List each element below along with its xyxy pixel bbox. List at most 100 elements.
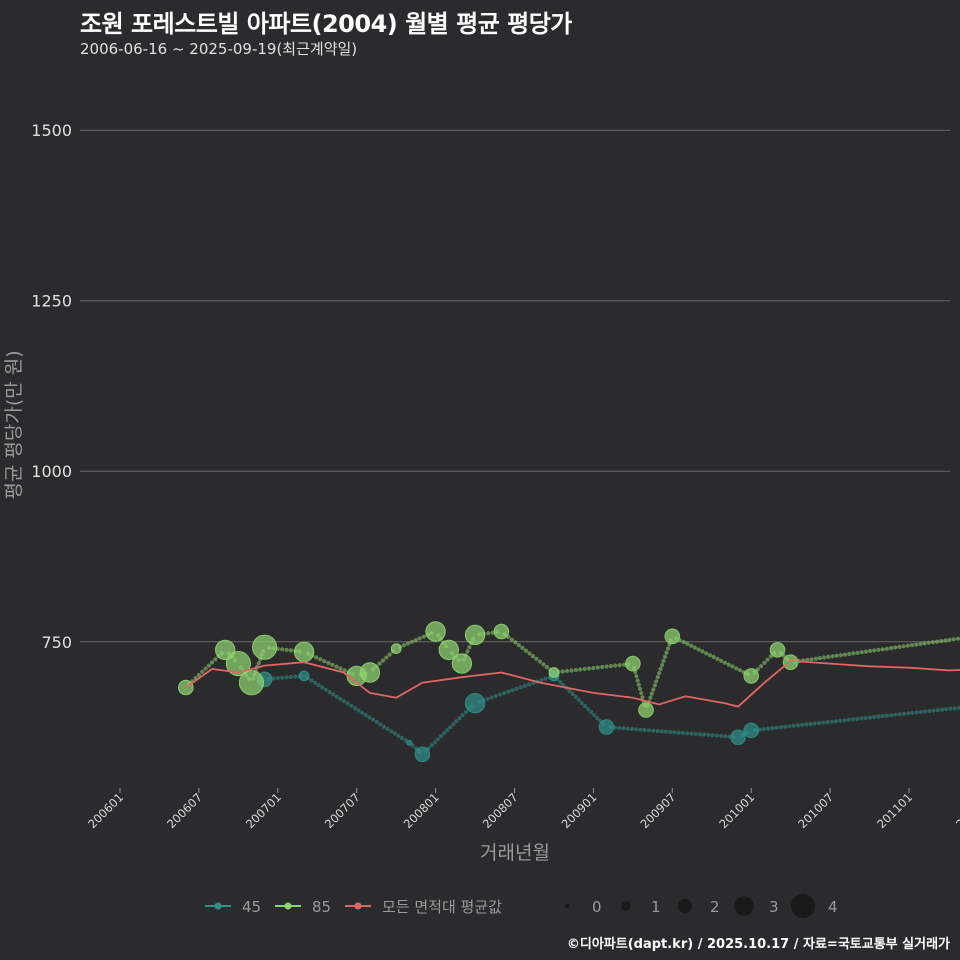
series-45-trail-dot — [352, 706, 357, 711]
series-45-trail-dot — [378, 722, 383, 727]
x-tick-label: 200901 — [559, 790, 600, 831]
series-45-trail-dot — [454, 719, 459, 724]
series-85-point — [464, 624, 486, 646]
series-85-trail-dot — [586, 666, 592, 671]
series-45-trail-dot — [316, 683, 321, 688]
series-85-point — [664, 628, 681, 645]
series-85-trail-dot — [947, 637, 952, 642]
series-45-trail-dot — [778, 725, 784, 730]
y-tick-label: 750 — [41, 633, 72, 652]
series-45-trail-dot — [893, 712, 898, 717]
series-45-trail-dot — [331, 692, 336, 697]
series-45-trail-dot — [493, 693, 498, 699]
series-85-trail-dot — [527, 651, 532, 656]
series-45-trail-dot — [901, 711, 907, 716]
series-45-trail-dot — [638, 727, 643, 732]
series-85-trail-dot — [613, 663, 618, 668]
series-85-trail-dot — [530, 654, 536, 659]
series-45-trail-dot — [672, 730, 677, 735]
series-85-trail-dot — [692, 645, 697, 650]
series-85-trail-dot — [830, 654, 835, 659]
series-45-trail-dot — [842, 718, 847, 723]
series-85-trail-dot — [636, 682, 641, 687]
series-45-trail-dot — [935, 708, 940, 713]
series-45-trail-dot — [323, 687, 328, 692]
series-85-trail-dot — [805, 657, 810, 663]
series-45-trail-dot — [592, 712, 597, 718]
series-45-trail-dot — [668, 729, 673, 735]
series-85-trail-dot — [256, 660, 261, 666]
x-tick-label: 200907 — [637, 790, 678, 831]
series-45-trail-dot — [876, 714, 881, 719]
series-45-trail-dot — [804, 722, 809, 727]
series-45-trail-dot — [485, 696, 490, 701]
series-45-trail-dot — [663, 729, 669, 734]
series-85-point — [390, 643, 402, 654]
series-45-trail-dot — [918, 709, 924, 715]
series-45-trail-dot — [589, 709, 594, 715]
series-85-trail-dot — [652, 683, 657, 688]
series-45-trail-dot — [859, 716, 864, 721]
series-85-trail-dot — [855, 650, 860, 655]
series-45-trail-dot — [770, 726, 775, 731]
series-85-trail-dot — [826, 654, 831, 660]
legend-size-0-label: 0 — [592, 898, 602, 916]
series-45-trail-dot — [944, 707, 949, 712]
series-45-trail-dot — [783, 724, 788, 729]
series-45-trail-dot — [685, 731, 690, 736]
legend-size-1-marker — [621, 901, 631, 911]
series-45-trail-dot — [655, 728, 660, 734]
series-85-trail-dot — [943, 638, 948, 643]
series-85-point — [782, 654, 799, 671]
series-85-trail-dot — [689, 643, 694, 648]
series-85-trail-dot — [884, 646, 890, 651]
series-45-trail-dot — [833, 719, 839, 724]
series-45-trail-dot — [567, 688, 572, 694]
series-45-trail-dot — [435, 737, 440, 742]
series-45-point — [298, 670, 310, 682]
series-85-trail-dot — [637, 686, 643, 692]
series-45-trail-dot — [363, 713, 368, 718]
series-45-trail-dot — [702, 732, 707, 737]
series-85-trail-dot — [604, 664, 609, 669]
legend-45-label: 45 — [242, 898, 261, 916]
series-85-trail-dot — [591, 665, 596, 671]
chart-subtitle: 2006-06-16 ~ 2025-09-19(최근계약일) — [80, 40, 358, 58]
series-85-trail-dot — [759, 664, 764, 669]
series-85-trail-dot — [657, 671, 662, 676]
series-85-trail-dot — [380, 658, 386, 663]
legend-average-marker — [354, 902, 362, 910]
series-85-trail-dot — [876, 647, 881, 653]
series-85-trail-dot — [880, 647, 885, 652]
series-45-trail-dot — [445, 728, 450, 733]
series-45-point — [598, 719, 615, 735]
series-85-trail-dot — [665, 646, 671, 651]
series-85-point — [548, 667, 560, 678]
series-85-trail-dot — [681, 639, 686, 645]
series-85-trail-dot — [651, 687, 656, 692]
series-85-trail-dot — [537, 659, 543, 664]
legend-size-0-marker — [564, 903, 570, 909]
series-85-trail-dot — [834, 653, 839, 658]
series-85-trail-dot — [209, 660, 215, 665]
series-85-trail-dot — [868, 648, 873, 654]
series-85-trail-dot — [809, 657, 814, 662]
legend-45-marker — [214, 902, 222, 910]
series-85-trail-dot — [578, 667, 583, 672]
series-45-trail-dot — [531, 680, 536, 686]
legend-size-4-marker — [790, 893, 816, 919]
series-85-trail-dot — [326, 660, 331, 666]
series-85-trail-dot — [486, 631, 491, 636]
series-85-trail-dot — [918, 641, 923, 647]
series-85-trail-dot — [401, 643, 407, 648]
series-85-trail-dot — [822, 655, 827, 660]
series-45-trail-dot — [341, 699, 347, 704]
series-45-trail-dot — [280, 675, 285, 680]
series-85-trail-dot — [859, 650, 864, 655]
x-tick-label: 200601 — [85, 790, 126, 831]
series-85-trail-dot — [648, 695, 653, 700]
series-85-trail-dot — [715, 656, 720, 662]
series-45-trail-dot — [558, 679, 563, 685]
series-45-trail-dot — [634, 727, 639, 732]
series-85-trail-dot — [560, 669, 565, 674]
